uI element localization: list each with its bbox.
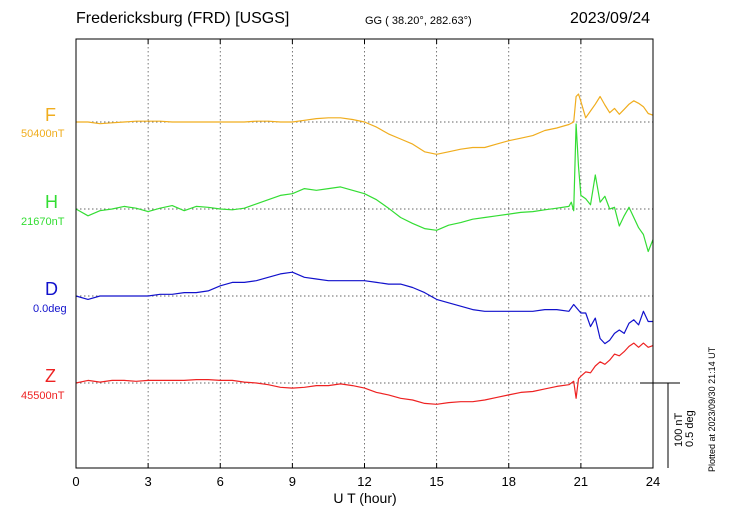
x-tick-label: 18: [501, 474, 516, 489]
x-tick-label: 21: [573, 474, 589, 489]
channel-f-label: F: [45, 105, 56, 125]
series-line-z: [75, 342, 654, 405]
plotted-timestamp: Plotted at 2023/09/30 21:14 UT: [707, 346, 717, 472]
x-tick-label: 24: [645, 474, 661, 489]
x-tick-label: 15: [429, 474, 444, 489]
station-title: Fredericksburg (FRD) [USGS]: [76, 10, 290, 27]
series-line-d: [75, 271, 653, 345]
series-line-f: [76, 93, 654, 155]
channel-h-baseline: 21670nT: [21, 216, 65, 228]
scale-deg-label: 0.5 deg: [684, 410, 696, 447]
x-tick-label: 3: [144, 474, 152, 489]
channel-f-baseline: 50400nT: [21, 128, 65, 140]
x-tick-label: 6: [216, 474, 224, 489]
x-tick-label: 0: [72, 474, 80, 489]
channel-h-label: H: [45, 192, 58, 212]
x-tick-label: 12: [357, 474, 372, 489]
gridlines: [147, 39, 582, 468]
channel-z-label: Z: [45, 366, 56, 386]
channel-d-label: D: [45, 279, 58, 299]
x-ticks: [75, 39, 654, 468]
series-line-h: [75, 123, 654, 253]
scale-bar: [640, 382, 680, 468]
series-lines: [75, 93, 654, 405]
coordinates: GG ( 38.20°, 282.63°): [365, 15, 472, 27]
channel-z-baseline: 45500nT: [21, 390, 65, 402]
x-axis-label: U T (hour): [333, 490, 397, 506]
channel-d-baseline: 0.0deg: [33, 303, 67, 315]
x-tick-label: 9: [288, 474, 296, 489]
date: 2023/09/24: [570, 10, 651, 27]
